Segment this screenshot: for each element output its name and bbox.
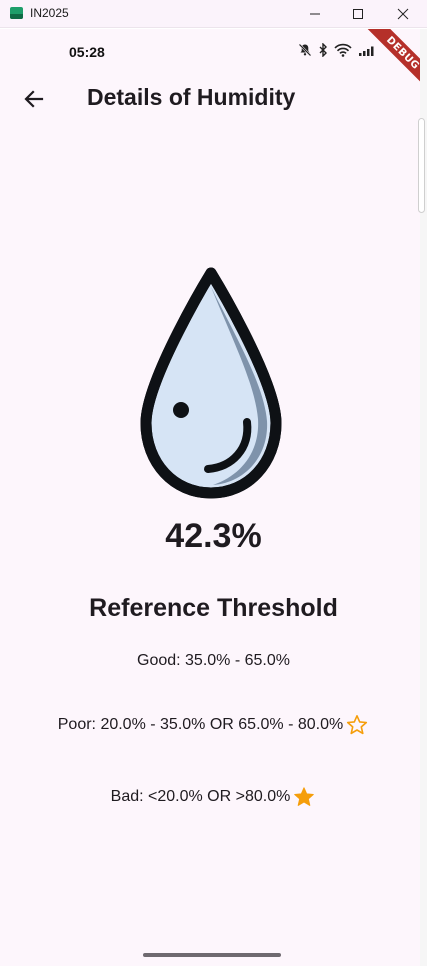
window-edge [420,29,427,966]
debug-banner: DEBUG [361,29,420,95]
threshold-good-text: Good: 35.0% - 65.0% [137,652,290,669]
notifications-off-icon [298,43,312,57]
threshold-good: Good: 35.0% - 65.0% [0,652,420,670]
bluetooth-icon [319,43,327,57]
status-time: 05:28 [69,44,105,60]
window-title: IN2025 [30,6,69,20]
minimize-button[interactable] [293,0,337,28]
threshold-poor: Poor: 20.0% - 35.0% OR 65.0% - 80.0% [0,713,420,737]
home-indicator[interactable] [143,953,281,957]
maximize-icon [353,9,363,19]
star-outline-icon [347,715,368,735]
app-screen: 05:28 Details of Humidity [0,29,420,966]
minimize-icon [310,13,320,15]
wifi-icon [334,43,352,57]
signal-icon [359,46,374,56]
threshold-poor-text: Poor: 20.0% - 35.0% OR 65.0% - 80.0% [57,716,344,733]
arrow-back-icon [24,90,44,108]
water-drop-icon [140,267,282,499]
humidity-value: 42.3% [165,517,262,555]
close-icon [397,8,409,20]
window-title-bar: IN2025 [0,0,427,28]
back-button[interactable] [18,83,50,115]
star-filled-icon [294,787,315,806]
reference-threshold-title: Reference Threshold [89,594,338,622]
page-title: Details of Humidity [87,84,296,110]
app-icon [10,7,23,19]
close-button[interactable] [381,0,425,28]
maximize-button[interactable] [336,0,380,28]
threshold-bad-text: Bad: <20.0% OR >80.0% [110,788,291,805]
scrollbar-thumb[interactable] [418,118,425,213]
status-icons [298,43,378,57]
threshold-bad: Bad: <20.0% OR >80.0% [0,785,420,809]
